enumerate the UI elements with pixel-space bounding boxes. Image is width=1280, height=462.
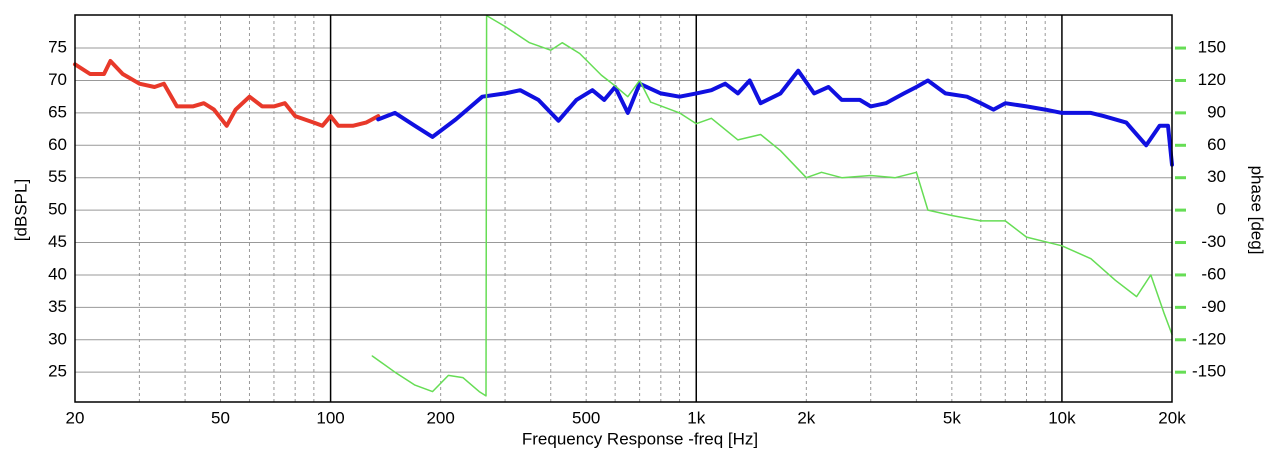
y2-tick-label: 90 [1207, 102, 1226, 121]
x-tick-label: 200 [426, 408, 454, 427]
y2-tick-label: 150 [1198, 38, 1226, 57]
y2-tick-label: 0 [1217, 200, 1226, 219]
y2-tick-label: 60 [1207, 135, 1226, 154]
plot-frame [74, 14, 1173, 403]
y-tick-label: 25 [48, 362, 67, 381]
y-tick-label: 75 [48, 38, 67, 57]
y2-axis-label: phase [deg] [1248, 166, 1267, 255]
series-line [376, 68, 1174, 167]
y2-tick-label: -90 [1201, 297, 1226, 316]
y-tick-label: 40 [48, 264, 67, 283]
y-tick-label: 60 [48, 135, 67, 154]
y-tick-label: 45 [48, 232, 67, 251]
y2-tick-label: -150 [1192, 362, 1226, 381]
y-tick-label: 35 [48, 297, 67, 316]
y-tick-label: 55 [48, 167, 67, 186]
series-line [371, 14, 1173, 397]
y2-tick-label: -120 [1192, 329, 1226, 348]
y2-tick-label: 30 [1207, 167, 1226, 186]
x-tick-label: 500 [572, 408, 600, 427]
y2-tick-label: -30 [1201, 232, 1226, 251]
y-tick-label: 70 [48, 70, 67, 89]
y-tick-label: 65 [48, 102, 67, 121]
y-tick-label: 30 [48, 329, 67, 348]
y-axis-label: [dBSPL] [11, 179, 30, 241]
x-tick-label: 5k [943, 408, 961, 427]
x-tick-label: 2k [797, 408, 815, 427]
y-tick-label: 50 [48, 200, 67, 219]
x-tick-label: 10k [1048, 408, 1076, 427]
x-tick-label: 1k [687, 408, 705, 427]
series-line [73, 59, 381, 128]
y2-tick-label: -60 [1201, 264, 1226, 283]
x-tick-label: 50 [211, 408, 230, 427]
x-tick-label: 20 [66, 408, 85, 427]
y2-tick-label: 120 [1198, 70, 1226, 89]
x-tick-label: 20k [1158, 408, 1186, 427]
x-axis-label: Frequency Response -freq [Hz] [522, 429, 758, 448]
x-tick-label: 100 [316, 408, 344, 427]
